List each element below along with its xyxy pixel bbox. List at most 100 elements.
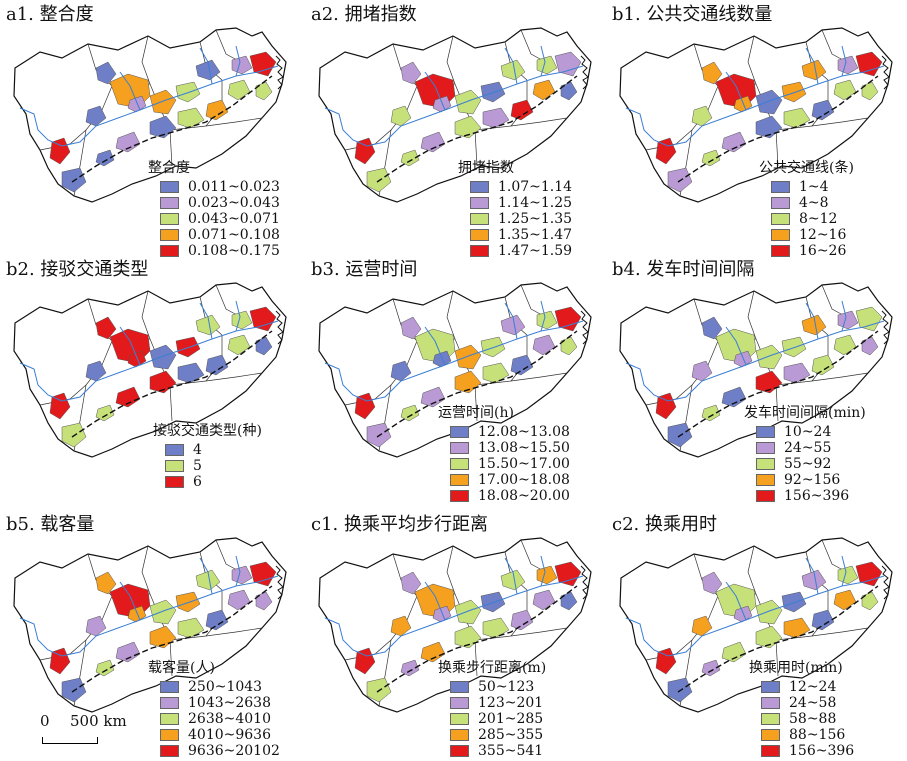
province-border [169, 639, 173, 677]
river-line [540, 555, 546, 587]
basin-map [318, 27, 592, 203]
province-border [205, 372, 263, 382]
legend-item: 24~58 [761, 695, 854, 711]
map-panel-5: b3. 运营时间 运营时间(h) 12.08~13.08 13.08~15.50 15.… [305, 255, 605, 505]
province-border [141, 290, 151, 340]
city-region [811, 354, 835, 376]
legend-title: 载客量(人) [148, 660, 215, 676]
legend-label: 0.043~0.071 [188, 210, 280, 227]
river-line [119, 71, 141, 111]
city-region [701, 571, 723, 595]
city-region [482, 362, 510, 384]
city-region [755, 344, 783, 370]
city-region [721, 131, 747, 153]
legend-label: 9636~20102 [188, 742, 280, 759]
city-region [49, 647, 71, 675]
legend-swatch [761, 681, 780, 693]
legend-label: 1.14~1.25 [498, 194, 573, 211]
legend-label: 24~58 [789, 694, 837, 711]
city-region [354, 137, 376, 165]
legend-label: 16~26 [799, 242, 847, 259]
city-region [255, 336, 273, 356]
legend-swatch [756, 474, 775, 486]
rail-line [71, 330, 273, 438]
map-panel-2: a2. 拥堵指数 拥堵指数 1.07~1.14 1.14~1.25 1.25~1.35 1… [305, 0, 605, 259]
legend-label: 15.50~17.00 [478, 455, 570, 472]
city-region [721, 386, 747, 408]
legend-swatch [470, 245, 489, 257]
city-region [205, 609, 229, 631]
city-region [420, 131, 446, 153]
province-border [141, 545, 151, 595]
city-region [701, 316, 723, 340]
city-region [95, 61, 117, 85]
legend-swatch [165, 476, 184, 488]
legend-swatch [470, 197, 489, 209]
legend-title: 发车时间间隔(min) [744, 405, 866, 421]
river-line [19, 65, 279, 147]
city-region [691, 105, 713, 127]
river-line [324, 575, 584, 657]
rail-line [376, 75, 578, 183]
legend-swatch [470, 213, 489, 225]
map-panel-8: c1. 换乘平均步行距离 换乘步行距离(m) 50~123 123~201 201~28… [305, 510, 605, 760]
legend-item: 58~88 [761, 711, 854, 727]
legend-label: 0.023~0.043 [188, 194, 280, 211]
city-region [231, 55, 253, 75]
city-region [177, 107, 205, 129]
legend-swatch [160, 729, 179, 741]
city-region [721, 641, 747, 663]
city-region [801, 59, 827, 81]
city-region [255, 591, 273, 611]
panel-title: b3. 运营时间 [311, 259, 418, 280]
legend-swatch [771, 181, 790, 193]
panel-title: a1. 整合度 [6, 4, 94, 25]
rail-line [71, 75, 273, 183]
river-line [424, 581, 446, 621]
legend-swatch [160, 197, 179, 209]
legend: 整合度 0.011~0.023 0.023~0.043 0.043~0.071 0.07… [148, 160, 280, 259]
city-region [837, 565, 859, 585]
map-panel-7: b5. 载客量 载客量(人) 250~1043 1043~2638 2638~4010 4… [0, 510, 300, 760]
city-region [861, 336, 879, 356]
legend-label: 50~123 [478, 678, 535, 695]
legend-swatch [756, 458, 775, 470]
river-line [235, 300, 241, 332]
province-border [169, 129, 173, 167]
province-border [747, 290, 757, 340]
basin-map [13, 537, 287, 713]
city-region [85, 360, 107, 382]
city-region [560, 591, 578, 611]
river-line [199, 557, 213, 595]
legend-item: 24~55 [756, 440, 866, 456]
legend-item: 17.00~18.08 [450, 472, 570, 488]
legend-item: 0.023~0.043 [160, 195, 280, 211]
province-border [811, 372, 869, 382]
legend-item: 8~12 [771, 211, 854, 227]
legend-item: 355~541 [450, 743, 546, 759]
city-region [400, 316, 422, 340]
city-region [510, 99, 534, 121]
city-region [149, 599, 177, 625]
legend-item: 50~123 [450, 679, 546, 695]
legend-title: 整合度 [148, 160, 190, 176]
river-line [19, 320, 279, 402]
river-line [725, 71, 747, 111]
river-line [119, 326, 141, 366]
legend-label: 12.08~13.08 [478, 423, 570, 440]
legend-swatch [450, 697, 469, 709]
city-region [85, 105, 107, 127]
city-region [837, 310, 859, 330]
city-region [855, 306, 883, 332]
city-region [536, 55, 558, 75]
panel-title: b4. 发车时间间隔 [612, 259, 755, 280]
legend-item: 0.071~0.108 [160, 227, 280, 243]
legend-label: 4~8 [799, 194, 829, 211]
legend-label: 0.108~0.175 [188, 242, 280, 259]
legend: 公共交通线(条) 1~4 4~8 8~12 12~16 16~26 [759, 160, 854, 259]
legend-label: 123~201 [478, 694, 544, 711]
legend-swatch [450, 474, 469, 486]
city-region [701, 659, 721, 677]
legend-title: 换乘步行距离(m) [438, 660, 547, 676]
legend-item: 12~16 [771, 227, 854, 243]
